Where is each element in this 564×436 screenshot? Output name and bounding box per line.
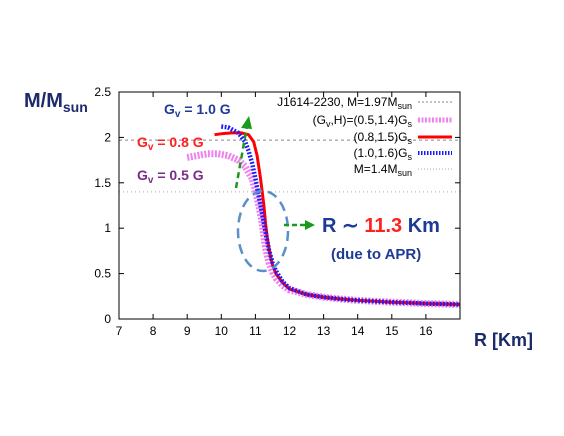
y-tick-label-3: 1.5: [94, 176, 111, 190]
x-tick-label-3: 10: [215, 324, 229, 338]
y-tick-label-1: 0.5: [94, 267, 111, 281]
y-axis-label: M/Msun: [24, 90, 88, 115]
x-tick-label-7: 14: [351, 324, 365, 338]
gv-label-0-5: Gv = 0.5 G: [137, 167, 204, 186]
radius-arrow: [284, 220, 315, 230]
x-tick-label-0: 7: [116, 324, 123, 338]
x-tick-label-8: 15: [385, 324, 399, 338]
gv-label-1-0: Gv = 1.0 G: [164, 101, 231, 120]
legend: J1614-2230, M=1.97Msun (Gv,H)=(0.5,1.4)G…: [277, 95, 452, 178]
x-tick-label-4: 11: [249, 324, 262, 338]
y-tick-label-2: 1: [104, 221, 111, 235]
series-line-2: [221, 124, 461, 307]
x-tick-label-9: 16: [419, 324, 433, 338]
legend-entry-series-2: (1.0,1.6)Gs: [353, 146, 412, 162]
y-ticks: 0 0.5 1 1.5 2 2.5: [94, 85, 460, 326]
x-axis-label: R [Km]: [474, 330, 533, 350]
radius-annotation: R ∼ 11.3 Km: [322, 215, 440, 237]
stiffness-arrow: [234, 116, 252, 189]
legend-entry-m14: M=1.4Msun: [354, 162, 412, 178]
legend-entry-j1614: J1614-2230, M=1.97Msun: [277, 95, 412, 111]
x-tick-label-1: 8: [150, 324, 157, 338]
series-layer: [186, 124, 461, 308]
y-tick-label-0: 0: [104, 312, 111, 326]
legend-entry-series-1: (0.8,1.5)Gs: [353, 130, 412, 146]
x-tick-label-5: 12: [283, 324, 297, 338]
y-tick-label-5: 2.5: [94, 85, 111, 99]
x-tick-label-6: 13: [317, 324, 331, 338]
radius-ellipse: [236, 189, 290, 273]
x-tick-label-2: 9: [184, 324, 191, 338]
gv-label-0-8: Gv = 0.8 G: [137, 134, 204, 153]
x-ticks: 7 8 9 10 11 12 13 14 15 16: [116, 92, 433, 338]
reference-lines: [119, 139, 460, 193]
y-tick-label-4: 2: [104, 130, 111, 144]
radius-note: (due to APR): [331, 246, 421, 263]
legend-entry-series-0: (Gv,H)=(0.5,1.4)Gs: [313, 113, 413, 129]
